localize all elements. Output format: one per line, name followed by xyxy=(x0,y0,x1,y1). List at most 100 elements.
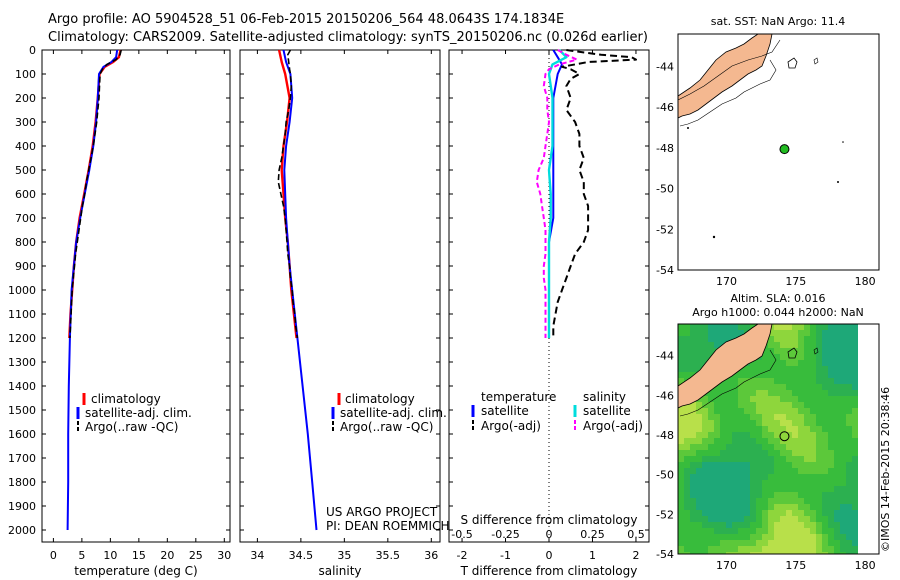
sla-cell xyxy=(732,516,738,522)
sla-cell xyxy=(720,336,726,342)
sla-cell xyxy=(684,474,690,480)
sla-cell xyxy=(798,540,804,546)
sla-cell xyxy=(816,504,822,510)
sla-cell xyxy=(738,498,744,504)
x-tick-label: -1 xyxy=(500,549,511,562)
sla-cell xyxy=(768,396,774,402)
sla-cell xyxy=(852,552,858,554)
sla-cell xyxy=(774,510,780,516)
sla-cell xyxy=(852,360,858,366)
sla-cell xyxy=(678,432,684,438)
sla-cell xyxy=(714,420,720,426)
sla-cell xyxy=(768,462,774,468)
sla-cell xyxy=(726,390,732,396)
sst-map-frame xyxy=(677,33,880,271)
sla-cell xyxy=(780,492,786,498)
sla-cell xyxy=(756,402,762,408)
sla-cell xyxy=(834,444,840,450)
sla-cell xyxy=(846,498,852,504)
sla-cell xyxy=(732,468,738,474)
sla-cell xyxy=(816,396,822,402)
sla-cell xyxy=(732,462,738,468)
sla-cell xyxy=(750,492,756,498)
sla-cell xyxy=(840,516,846,522)
salinity-xlabel: salinity xyxy=(318,564,361,578)
sla-cell xyxy=(696,486,702,492)
sla-cell xyxy=(684,450,690,456)
sla-cell xyxy=(828,372,834,378)
sla-cell xyxy=(738,330,744,336)
sla-cell xyxy=(762,360,768,366)
sla-cell xyxy=(738,552,744,554)
sla-cell xyxy=(738,396,744,402)
sla-cell xyxy=(690,444,696,450)
sla-cell xyxy=(714,486,720,492)
sla-cell xyxy=(744,372,750,378)
sla-cell xyxy=(750,474,756,480)
sla-cell xyxy=(702,492,708,498)
sla-cell xyxy=(852,366,858,372)
sla-cell xyxy=(744,552,750,554)
sla-cell xyxy=(846,402,852,408)
sla-cell xyxy=(810,498,816,504)
sla-cell xyxy=(810,378,816,384)
sla-cell xyxy=(822,492,828,498)
sla-cell xyxy=(738,444,744,450)
sla-cell xyxy=(684,492,690,498)
sla-cell xyxy=(744,420,750,426)
sla-cell xyxy=(852,348,858,354)
sla-cell xyxy=(798,462,804,468)
sla-cell xyxy=(762,528,768,534)
sla-cell xyxy=(678,540,684,546)
sla-cell xyxy=(822,366,828,372)
sla-cell xyxy=(780,372,786,378)
sla-cell xyxy=(744,432,750,438)
sla-cell xyxy=(798,414,804,420)
sla-cell xyxy=(816,426,822,432)
sla-cell xyxy=(804,348,810,354)
sla-cell xyxy=(798,402,804,408)
sla-cell xyxy=(780,528,786,534)
sla-cell xyxy=(792,492,798,498)
sla-cell xyxy=(792,498,798,504)
argo-float-marker xyxy=(779,431,790,442)
map-y-tick-label: -46 xyxy=(656,389,674,402)
sla-cell xyxy=(846,426,852,432)
y-tick-label: 1600 xyxy=(8,428,36,441)
sla-cell xyxy=(852,450,858,456)
sla-cell xyxy=(702,474,708,480)
sla-cell xyxy=(816,324,822,330)
sla-cell xyxy=(816,342,822,348)
sla-cell xyxy=(846,420,852,426)
sla-cell xyxy=(852,426,858,432)
sla-cell xyxy=(726,384,732,390)
sla-cell xyxy=(816,492,822,498)
sla-cell xyxy=(816,516,822,522)
sla-cell xyxy=(720,546,726,552)
sla-cell xyxy=(750,432,756,438)
sla-cell xyxy=(834,402,840,408)
sla-cell xyxy=(852,372,858,378)
sla-cell xyxy=(798,534,804,540)
sla-cell xyxy=(744,522,750,528)
sla-cell xyxy=(678,420,684,426)
sla-cell xyxy=(840,414,846,420)
sla-cell xyxy=(804,384,810,390)
sla-cell xyxy=(720,468,726,474)
sla-cell xyxy=(834,414,840,420)
sla-cell xyxy=(804,372,810,378)
sla-cell xyxy=(852,402,858,408)
sla-heatmap-cells xyxy=(678,324,858,554)
sla-cell xyxy=(690,438,696,444)
sla-cell xyxy=(774,474,780,480)
sla-cell xyxy=(774,504,780,510)
temperature-legend: climatology satellite-adj. clim. Argo(..… xyxy=(76,392,192,434)
sla-cell xyxy=(792,534,798,540)
sla-cell xyxy=(852,354,858,360)
sla-cell xyxy=(822,324,828,330)
x-tick-label: 35 xyxy=(337,549,351,562)
sla-cell xyxy=(762,438,768,444)
sla-cell xyxy=(768,486,774,492)
sla-cell xyxy=(852,534,858,540)
